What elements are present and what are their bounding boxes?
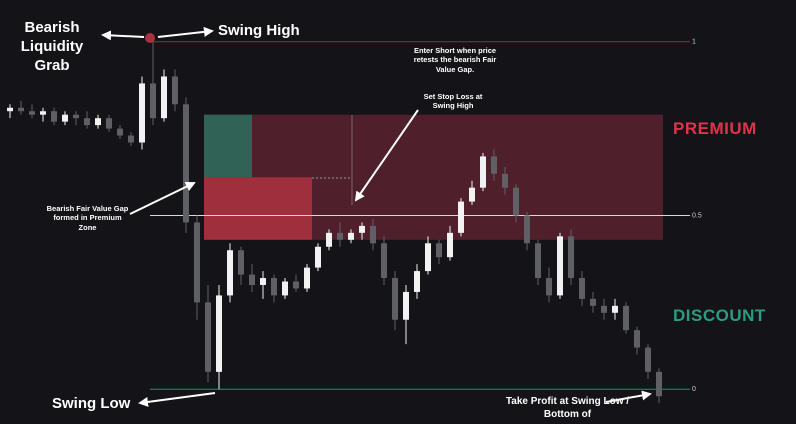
annotation: Bearish Fair Value Gap formed in Premium…	[46, 204, 129, 232]
annotation: Set Stop Loss at Swing High	[423, 92, 483, 111]
candle-body	[7, 107, 13, 112]
candle-body	[403, 291, 409, 320]
candle-body	[568, 236, 574, 279]
candle-body	[315, 246, 321, 268]
candles	[7, 41, 662, 404]
candle-body	[271, 278, 277, 296]
candle-body	[139, 83, 145, 143]
candle-body	[381, 243, 387, 279]
candle-body	[194, 222, 200, 303]
candle-body	[612, 305, 618, 313]
candle-body	[51, 111, 57, 122]
candle-body	[73, 114, 79, 119]
fvg-box	[204, 177, 312, 240]
candle-body	[480, 156, 486, 188]
levels: 00.51	[150, 39, 702, 393]
candle-body	[436, 243, 442, 258]
annotation: Bearish Liquidity Grab	[20, 19, 84, 74]
zone-label: PREMIUM	[673, 119, 757, 138]
arrows	[101, 26, 652, 407]
candle-body	[183, 104, 189, 223]
candle-body	[249, 274, 255, 285]
candle-body	[282, 281, 288, 296]
arrow	[354, 109, 419, 202]
candle-body	[601, 305, 607, 313]
candle-body	[150, 83, 156, 119]
candle-body	[414, 271, 420, 292]
level-label: 0.5	[692, 212, 702, 219]
annotation: Take Profit at Swing Low / Bottom of	[505, 396, 630, 420]
arrow	[157, 26, 214, 38]
level-label: 0	[692, 386, 696, 393]
candle-body	[337, 232, 343, 240]
stop-box	[204, 114, 252, 178]
candle-body	[590, 298, 596, 306]
candle-body	[95, 118, 101, 126]
candle-body	[557, 236, 563, 296]
zone-label: DISCOUNT	[673, 306, 766, 325]
level-label: 1	[692, 39, 696, 46]
candle-body	[348, 232, 354, 240]
candle-body	[469, 187, 475, 202]
annotation: Swing Low	[52, 395, 131, 412]
candle-body	[656, 371, 662, 397]
candle-body	[117, 128, 123, 136]
candle-body	[491, 156, 497, 174]
candle-body	[40, 111, 46, 115]
arrow	[138, 392, 216, 407]
annotation: Swing High	[218, 22, 300, 39]
candle-body	[238, 250, 244, 275]
candle-body	[172, 76, 178, 105]
candle-body	[326, 232, 332, 247]
arrow	[605, 390, 652, 403]
candle-body	[293, 281, 299, 289]
candle-body	[634, 330, 640, 348]
candle-body	[106, 118, 112, 129]
zones	[204, 114, 663, 240]
candle-body	[392, 278, 398, 320]
candle-body	[524, 215, 530, 244]
swing-dot	[145, 33, 155, 43]
candle-body	[260, 278, 266, 285]
candle-body	[216, 295, 222, 372]
candle-body	[18, 107, 24, 112]
candle-body	[304, 267, 310, 289]
candle-body	[359, 225, 365, 233]
candle-body	[513, 187, 519, 216]
annotation: Enter Short when price retests the beari…	[413, 46, 497, 74]
candle-body	[546, 278, 552, 296]
candle-body	[29, 111, 35, 115]
candle-body	[535, 243, 541, 279]
candle-body	[645, 347, 651, 372]
candle-body	[623, 305, 629, 331]
candle-body	[161, 76, 167, 119]
candle-body	[458, 201, 464, 233]
arrow	[129, 181, 196, 215]
candle-body	[84, 118, 90, 126]
candle-body	[447, 232, 453, 258]
candle-body	[128, 135, 134, 143]
candle-body	[62, 114, 68, 122]
candle-body	[205, 302, 211, 372]
candle-body	[579, 278, 585, 299]
candle-body	[227, 250, 233, 296]
candle-body	[502, 173, 508, 188]
candle-body	[370, 225, 376, 244]
arrow	[101, 30, 145, 41]
candle-body	[425, 243, 431, 272]
